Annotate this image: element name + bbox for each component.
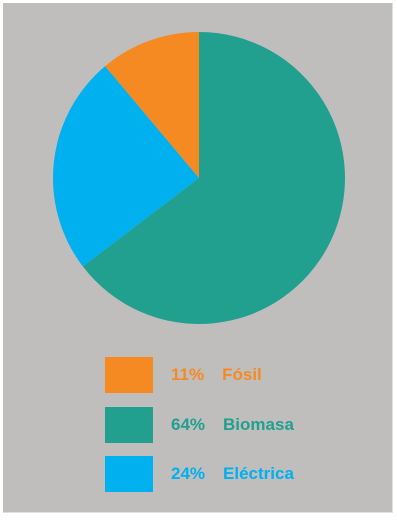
pie-slice-biomasa [82,32,346,325]
legend-label-electrica: Eléctrica [223,464,294,483]
legend-label-fosil: Fósil [222,365,262,384]
legend-item-biomasa: 64% Biomasa [105,407,294,443]
legend-value-biomasa: 64% [171,415,206,434]
legend-swatch-electrica [105,456,153,492]
pie-chart [52,32,346,325]
legend-item-electrica: 24% Eléctrica [105,456,294,492]
chart-panel: 11% Fósil 64% Biomasa 24% Eléctrica [3,3,393,513]
pie-slice-fosil [105,32,199,178]
legend-value-fosil: 11% [171,365,205,384]
pie-slice-electrica [52,66,200,267]
legend-swatch-biomasa [105,407,153,443]
legend-swatch-fosil [105,357,153,393]
legend-label-biomasa: Biomasa [223,415,294,434]
legend-item-fosil: 11% Fósil [105,357,262,393]
legend-value-electrica: 24% [171,464,206,483]
